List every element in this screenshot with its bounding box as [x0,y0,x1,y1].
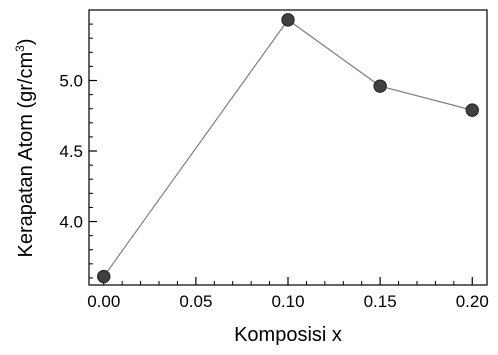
data-point [281,13,295,27]
series-line [103,19,473,277]
x-tick-label: 0.15 [364,292,397,311]
plot-frame [88,9,488,286]
x-minor-ticks [121,281,455,285]
y-axis-label-sup: 3 [13,45,27,52]
x-axis-ticks: 0.00 0.05 0.10 0.15 0.20 [87,277,489,311]
x-tick-label: 0.10 [271,292,304,311]
y-tick-label: 4.5 [59,142,83,161]
data-point [465,103,479,117]
x-axis-label: Komposisi x [234,324,342,346]
series-layer [97,13,479,284]
y-axis-ticks: 4.0 4.5 5.0 [59,72,97,232]
x-tick-label: 0.05 [179,292,212,311]
y-axis-label: Kerapatan Atom (gr/cm3) [13,38,37,257]
x-tick-label: 0.20 [456,292,489,311]
y-minor-ticks [89,23,93,279]
x-tick-label: 0.00 [87,292,120,311]
y-tick-label: 4.0 [59,213,83,232]
y-tick-label: 5.0 [59,72,83,91]
data-point [373,79,387,93]
y-axis-label-close: ) [15,38,37,45]
y-axis-label-main: Kerapatan Atom (gr/cm [15,52,37,258]
data-point [97,269,111,284]
